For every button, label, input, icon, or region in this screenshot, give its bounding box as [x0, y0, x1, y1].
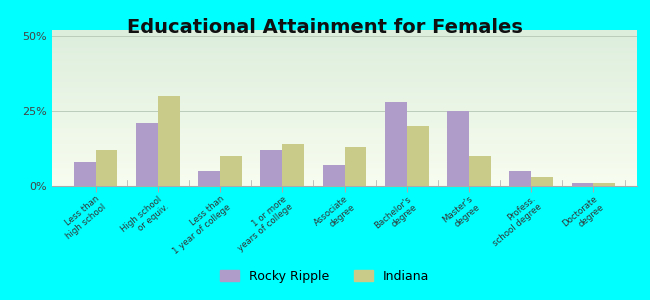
Bar [510, 171, 531, 186]
Bar [447, 111, 469, 186]
Bar [282, 144, 304, 186]
Bar [261, 150, 282, 186]
Bar [344, 147, 367, 186]
Bar [407, 126, 428, 186]
Bar [136, 123, 158, 186]
Bar [322, 165, 344, 186]
Bar [96, 150, 118, 186]
Bar [385, 102, 407, 186]
Bar [593, 183, 615, 186]
Bar [74, 162, 96, 186]
Bar [469, 156, 491, 186]
Bar [531, 177, 553, 186]
Bar [220, 156, 242, 186]
Text: Educational Attainment for Females: Educational Attainment for Females [127, 18, 523, 37]
Bar [571, 183, 593, 186]
Legend: Rocky Ripple, Indiana: Rocky Ripple, Indiana [215, 265, 435, 288]
Bar [158, 96, 179, 186]
Bar [198, 171, 220, 186]
